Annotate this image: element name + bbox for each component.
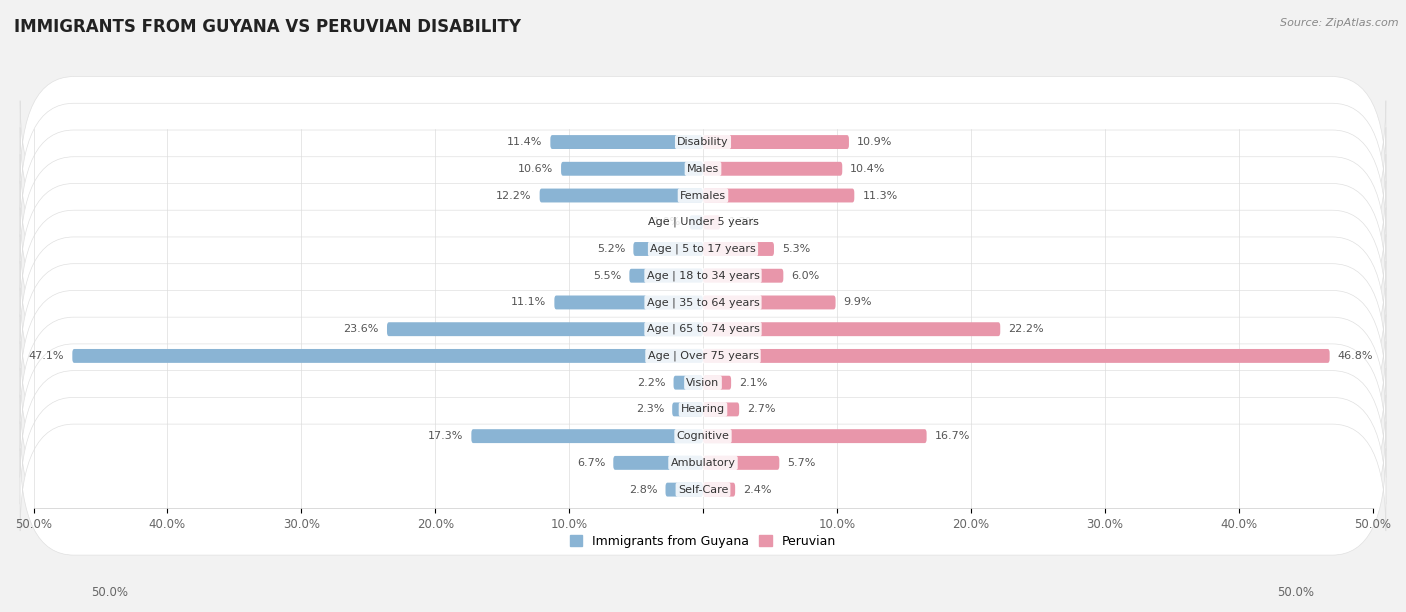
- FancyBboxPatch shape: [387, 323, 703, 336]
- FancyBboxPatch shape: [561, 162, 703, 176]
- FancyBboxPatch shape: [703, 349, 1330, 363]
- Text: 6.0%: 6.0%: [792, 271, 820, 281]
- Text: 10.6%: 10.6%: [517, 164, 553, 174]
- Text: 23.6%: 23.6%: [343, 324, 380, 334]
- Text: Cognitive: Cognitive: [676, 431, 730, 441]
- FancyBboxPatch shape: [20, 103, 1386, 234]
- FancyBboxPatch shape: [20, 76, 1386, 207]
- FancyBboxPatch shape: [703, 296, 835, 310]
- FancyBboxPatch shape: [20, 424, 1386, 555]
- Text: 11.4%: 11.4%: [508, 137, 543, 147]
- FancyBboxPatch shape: [703, 323, 1000, 336]
- Text: Age | 65 to 74 years: Age | 65 to 74 years: [647, 324, 759, 334]
- FancyBboxPatch shape: [540, 188, 703, 203]
- FancyBboxPatch shape: [703, 376, 731, 390]
- Text: 5.3%: 5.3%: [782, 244, 810, 254]
- Text: Age | 35 to 64 years: Age | 35 to 64 years: [647, 297, 759, 308]
- Text: 2.8%: 2.8%: [628, 485, 658, 494]
- Legend: Immigrants from Guyana, Peruvian: Immigrants from Guyana, Peruvian: [569, 535, 837, 548]
- Text: IMMIGRANTS FROM GUYANA VS PERUVIAN DISABILITY: IMMIGRANTS FROM GUYANA VS PERUVIAN DISAB…: [14, 18, 522, 36]
- FancyBboxPatch shape: [703, 456, 779, 470]
- FancyBboxPatch shape: [20, 210, 1386, 341]
- Text: 2.1%: 2.1%: [740, 378, 768, 387]
- FancyBboxPatch shape: [20, 237, 1386, 368]
- Text: 22.2%: 22.2%: [1008, 324, 1043, 334]
- FancyBboxPatch shape: [703, 162, 842, 176]
- FancyBboxPatch shape: [20, 184, 1386, 315]
- Text: 5.2%: 5.2%: [598, 244, 626, 254]
- FancyBboxPatch shape: [703, 429, 927, 443]
- Text: Disability: Disability: [678, 137, 728, 147]
- FancyBboxPatch shape: [703, 403, 740, 416]
- FancyBboxPatch shape: [20, 291, 1386, 422]
- FancyBboxPatch shape: [20, 264, 1386, 395]
- FancyBboxPatch shape: [20, 344, 1386, 475]
- FancyBboxPatch shape: [703, 188, 855, 203]
- Text: 2.7%: 2.7%: [747, 405, 776, 414]
- FancyBboxPatch shape: [554, 296, 703, 310]
- FancyBboxPatch shape: [550, 135, 703, 149]
- FancyBboxPatch shape: [665, 483, 703, 496]
- Text: 5.5%: 5.5%: [593, 271, 621, 281]
- Text: Source: ZipAtlas.com: Source: ZipAtlas.com: [1281, 18, 1399, 28]
- FancyBboxPatch shape: [20, 371, 1386, 502]
- Text: 2.2%: 2.2%: [637, 378, 665, 387]
- FancyBboxPatch shape: [471, 429, 703, 443]
- Text: 1.0%: 1.0%: [654, 217, 682, 227]
- Text: 1.3%: 1.3%: [728, 217, 756, 227]
- Text: 16.7%: 16.7%: [935, 431, 970, 441]
- Text: 6.7%: 6.7%: [576, 458, 605, 468]
- FancyBboxPatch shape: [703, 135, 849, 149]
- Text: Age | Over 75 years: Age | Over 75 years: [648, 351, 758, 361]
- FancyBboxPatch shape: [703, 242, 773, 256]
- FancyBboxPatch shape: [20, 317, 1386, 448]
- Text: 50.0%: 50.0%: [91, 586, 128, 599]
- FancyBboxPatch shape: [613, 456, 703, 470]
- Text: 46.8%: 46.8%: [1337, 351, 1374, 361]
- Text: Age | Under 5 years: Age | Under 5 years: [648, 217, 758, 228]
- FancyBboxPatch shape: [72, 349, 703, 363]
- Text: Age | 5 to 17 years: Age | 5 to 17 years: [650, 244, 756, 254]
- FancyBboxPatch shape: [703, 269, 783, 283]
- FancyBboxPatch shape: [703, 215, 720, 230]
- Text: 5.7%: 5.7%: [787, 458, 815, 468]
- Text: 2.3%: 2.3%: [636, 405, 664, 414]
- Text: 9.9%: 9.9%: [844, 297, 872, 307]
- Text: 47.1%: 47.1%: [28, 351, 65, 361]
- Text: Age | 18 to 34 years: Age | 18 to 34 years: [647, 271, 759, 281]
- Text: 2.4%: 2.4%: [744, 485, 772, 494]
- Text: Males: Males: [688, 164, 718, 174]
- Text: Females: Females: [681, 190, 725, 201]
- FancyBboxPatch shape: [689, 215, 703, 230]
- FancyBboxPatch shape: [20, 130, 1386, 261]
- Text: 12.2%: 12.2%: [496, 190, 531, 201]
- FancyBboxPatch shape: [630, 269, 703, 283]
- FancyBboxPatch shape: [672, 403, 703, 416]
- Text: 11.1%: 11.1%: [512, 297, 547, 307]
- Text: Ambulatory: Ambulatory: [671, 458, 735, 468]
- FancyBboxPatch shape: [20, 397, 1386, 528]
- Text: 10.9%: 10.9%: [858, 137, 893, 147]
- Text: Hearing: Hearing: [681, 405, 725, 414]
- Text: Self-Care: Self-Care: [678, 485, 728, 494]
- Text: Vision: Vision: [686, 378, 720, 387]
- FancyBboxPatch shape: [703, 483, 735, 496]
- FancyBboxPatch shape: [673, 376, 703, 390]
- FancyBboxPatch shape: [633, 242, 703, 256]
- FancyBboxPatch shape: [20, 157, 1386, 288]
- Text: 50.0%: 50.0%: [1278, 586, 1315, 599]
- Text: 11.3%: 11.3%: [862, 190, 897, 201]
- Text: 10.4%: 10.4%: [851, 164, 886, 174]
- Text: 17.3%: 17.3%: [427, 431, 464, 441]
